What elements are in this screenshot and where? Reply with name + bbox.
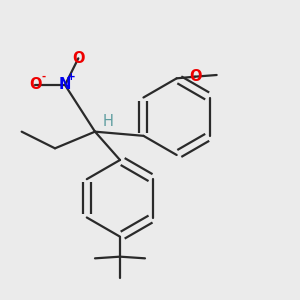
Text: O: O — [72, 51, 85, 66]
Text: O: O — [189, 69, 201, 84]
Text: H: H — [103, 114, 114, 129]
Text: O: O — [29, 77, 41, 92]
Text: +: + — [67, 72, 76, 82]
Text: -: - — [41, 72, 46, 82]
Text: N: N — [59, 77, 71, 92]
